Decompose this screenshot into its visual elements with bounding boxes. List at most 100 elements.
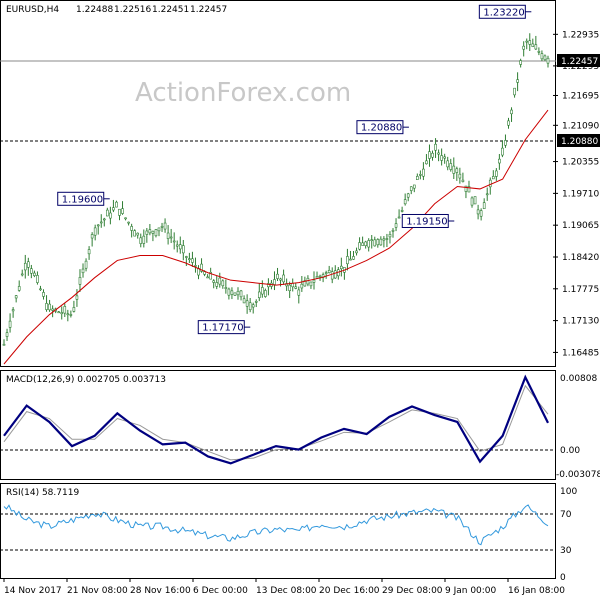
candle-body <box>245 300 249 307</box>
candle-body <box>182 245 185 254</box>
candle-body <box>78 277 82 285</box>
candle-body <box>96 224 100 227</box>
candle-body <box>422 168 425 177</box>
header-open: 1.22488 <box>76 5 113 15</box>
candle-body <box>72 307 76 312</box>
candle-body <box>166 232 170 239</box>
price-axis: 1.229351.222951.216951.210901.203551.197… <box>553 30 599 358</box>
candle-body <box>370 239 374 241</box>
macd-tick-top: 0.00808 <box>560 374 597 384</box>
time-tick-label: 9 Jan 00:00 <box>445 586 497 596</box>
candle-body <box>458 173 462 179</box>
candle-body <box>109 212 112 219</box>
candle-body <box>425 160 428 165</box>
candle-body <box>446 160 450 168</box>
candle-body <box>23 262 27 271</box>
candle-body <box>118 208 121 216</box>
annotation-text: 1.23220 <box>483 7 524 18</box>
candle-body <box>397 216 401 219</box>
candle-body <box>154 229 158 237</box>
candle-body <box>501 147 504 156</box>
macd-signal-line <box>3 384 549 461</box>
candle-body <box>476 209 480 215</box>
macd-title: MACD(12,26,9) 0.002705 0.003713 <box>6 375 166 385</box>
candle-body <box>87 249 91 255</box>
candle-body <box>185 256 188 258</box>
candle-body <box>431 152 434 158</box>
price-tick-label: 1.16485 <box>562 348 599 358</box>
candle-body <box>27 261 30 268</box>
candle-body <box>11 309 15 312</box>
candle-body <box>522 45 525 50</box>
candle-body <box>346 256 349 265</box>
candle-body <box>379 238 383 246</box>
candle-body <box>130 226 133 231</box>
candle-body <box>151 230 155 234</box>
candle-body <box>227 288 231 296</box>
candle-body <box>282 274 285 283</box>
candle-body <box>215 282 219 287</box>
candle-body <box>327 269 331 273</box>
candle-body <box>330 271 334 280</box>
candle-body <box>303 280 307 287</box>
candle-body <box>340 265 343 270</box>
candle-body <box>257 291 261 299</box>
candle-body <box>233 292 237 296</box>
candle-body <box>537 51 541 53</box>
candle-body <box>148 229 152 234</box>
candle-body <box>297 289 301 296</box>
price-tick-label: 1.21695 <box>562 91 599 101</box>
candle-body <box>412 184 416 189</box>
candle-body <box>288 284 291 292</box>
candle-body <box>382 238 386 241</box>
current-price-text: 1.22457 <box>561 57 598 67</box>
candle-body <box>239 290 243 298</box>
candle-body <box>540 53 544 60</box>
candle-body <box>236 290 240 296</box>
time-tick-label: 6 Dec 00:00 <box>193 586 248 596</box>
candle-body <box>315 276 319 279</box>
candle-body <box>434 143 437 151</box>
annotation-text: 1.20880 <box>361 123 402 134</box>
candle-body <box>121 208 124 214</box>
watermark: ActionForex.com <box>135 78 351 108</box>
candle-body <box>349 258 352 261</box>
candle-body <box>388 234 392 238</box>
candle-body <box>33 272 36 276</box>
rsi-tick-0: 0 <box>560 573 566 583</box>
candle-body <box>200 263 203 272</box>
candle-body <box>324 272 328 274</box>
candle-body <box>127 221 130 224</box>
macd-tick-zero: 0.00 <box>560 446 580 456</box>
candle-body <box>546 57 550 64</box>
candle-body <box>157 227 161 232</box>
candle-body <box>124 217 127 220</box>
candle-body <box>504 140 507 146</box>
candle-body <box>443 156 446 159</box>
rsi-tick-30: 30 <box>560 546 572 556</box>
candle-body <box>461 179 465 182</box>
candle-body <box>333 270 337 279</box>
candle-body <box>248 302 252 311</box>
candle-body <box>142 235 146 244</box>
candle-body <box>63 306 67 314</box>
candle-body <box>419 174 422 176</box>
price-annotations: 1.23220 1.20880 1.19600 1.19150 1.17170 <box>57 4 532 335</box>
candle-body <box>394 223 398 228</box>
candle-body <box>479 210 483 217</box>
candle-body <box>318 275 322 278</box>
candle-body <box>17 286 21 291</box>
candle-body <box>488 179 492 188</box>
ref-level-text: 1.20880 <box>561 137 598 147</box>
header-high: 1.22516 <box>114 5 151 15</box>
candle-body <box>531 43 535 47</box>
rsi-panel-frame <box>0 483 556 579</box>
candle-body <box>45 303 48 310</box>
candle-body <box>209 272 212 280</box>
rsi-title: RSI(14) 58.7119 <box>6 488 79 498</box>
annotation-text: 1.17170 <box>202 323 243 334</box>
annotation-text: 1.19150 <box>406 216 447 227</box>
candle-body <box>69 314 73 316</box>
current-price-tag: 1.22457 <box>557 54 600 67</box>
candle-body <box>145 230 149 235</box>
